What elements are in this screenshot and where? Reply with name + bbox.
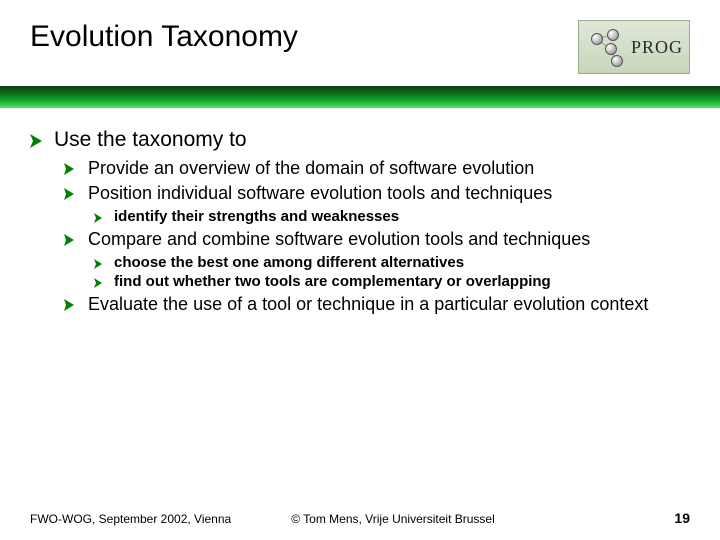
footer: FWO-WOG, September 2002, Vienna © Tom Me…	[30, 510, 690, 526]
bullet-l2: Provide an overview of the domain of sof…	[64, 158, 690, 179]
bullet-l3: find out whether two tools are complemen…	[94, 273, 690, 290]
slide-title: Evolution Taxonomy	[30, 20, 298, 54]
page-number: 19	[674, 510, 690, 526]
l3-group: identify their strengths and weaknesses	[94, 208, 690, 225]
prog-logo: PROG	[578, 20, 690, 74]
arrow-icon	[64, 299, 76, 311]
body-content: Use the taxonomy to Provide an overview …	[30, 128, 690, 319]
bullet-l3: identify their strengths and weaknesses	[94, 208, 690, 225]
footer-center: © Tom Mens, Vrije Universiteit Brussel	[231, 512, 674, 526]
bullet-l2: Evaluate the use of a tool or technique …	[64, 294, 690, 315]
arrow-icon	[94, 213, 104, 223]
bullet-l1: Use the taxonomy to	[30, 128, 690, 152]
bullet-l2-text: Position individual software evolution t…	[88, 183, 552, 203]
bullet-l2-text: Compare and combine software evolution t…	[88, 229, 590, 249]
arrow-icon	[64, 234, 76, 246]
bullet-l3-text: find out whether two tools are complemen…	[114, 273, 551, 290]
l2-group: Provide an overview of the domain of sof…	[64, 158, 690, 315]
footer-left: FWO-WOG, September 2002, Vienna	[30, 512, 231, 526]
arrow-icon	[64, 163, 76, 175]
title-area: Evolution Taxonomy PROG	[30, 20, 690, 74]
bullet-l2: Position individual software evolution t…	[64, 183, 690, 204]
logo-text: PROG	[631, 37, 683, 58]
divider-bar	[0, 86, 720, 108]
bullet-l2: Compare and combine software evolution t…	[64, 229, 690, 250]
bullet-l3: choose the best one among different alte…	[94, 254, 690, 271]
bullet-l3-text: choose the best one among different alte…	[114, 254, 464, 271]
bullet-l3-text: identify their strengths and weaknesses	[114, 208, 399, 225]
bullet-l1-text: Use the taxonomy to	[54, 128, 247, 151]
logo-graph-icon	[587, 29, 623, 65]
arrow-icon	[64, 188, 76, 200]
slide: Evolution Taxonomy PROG Use the taxonomy…	[0, 0, 720, 540]
arrow-icon	[94, 259, 104, 269]
l3-group: choose the best one among different alte…	[94, 254, 690, 290]
bullet-l2-text: Provide an overview of the domain of sof…	[88, 158, 534, 178]
arrow-icon	[30, 134, 44, 148]
arrow-icon	[94, 278, 104, 288]
bullet-l2-text: Evaluate the use of a tool or technique …	[88, 294, 648, 314]
